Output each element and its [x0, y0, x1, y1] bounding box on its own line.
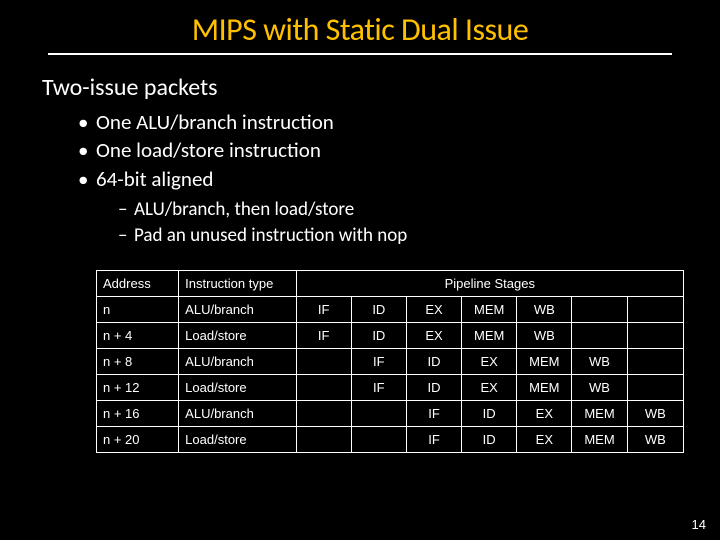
cell-stage: IF	[351, 349, 406, 375]
cell-stage	[351, 427, 406, 453]
cell-address: n + 4	[97, 323, 179, 349]
cell-stage	[296, 401, 351, 427]
cell-stage	[627, 349, 683, 375]
list-item: 64-bit aligned	[78, 165, 720, 193]
list-item: One load/store instruction	[78, 136, 720, 164]
table-row: n + 20Load/store IFIDEXMEMWB	[97, 427, 684, 453]
table-header-row: Address Instruction type Pipeline Stages	[97, 271, 684, 297]
bullet-list-l2: ALU/branch, then load/store Pad an unuse…	[0, 197, 720, 248]
cell-stage: EX	[406, 323, 461, 349]
table-row: n + 16ALU/branch IFIDEXMEMWB	[97, 401, 684, 427]
table-row: n + 12Load/store IFIDEXMEMWB	[97, 375, 684, 401]
cell-stage: WB	[572, 349, 627, 375]
subtitle: Two-issue packets	[0, 73, 720, 102]
cell-stage: EX	[462, 375, 517, 401]
cell-stage: IF	[406, 401, 461, 427]
list-item: ALU/branch, then load/store	[118, 197, 720, 223]
cell-stage: WB	[627, 427, 683, 453]
cell-stage: EX	[517, 427, 572, 453]
cell-stage: WB	[572, 375, 627, 401]
cell-stage: EX	[406, 297, 461, 323]
col-header-stages: Pipeline Stages	[296, 271, 683, 297]
cell-stage	[296, 349, 351, 375]
cell-instr-type: Load/store	[179, 323, 296, 349]
cell-address: n + 8	[97, 349, 179, 375]
pipeline-table-wrap: Address Instruction type Pipeline Stages…	[96, 270, 684, 453]
cell-stage: WB	[627, 401, 683, 427]
table-row: n + 4Load/storeIFIDEXMEMWB	[97, 323, 684, 349]
cell-instr-type: ALU/branch	[179, 297, 296, 323]
slide: MIPS with Static Dual Issue Two-issue pa…	[0, 0, 720, 540]
page-number: 14	[692, 517, 706, 532]
cell-address: n + 20	[97, 427, 179, 453]
cell-stage	[572, 297, 627, 323]
list-item: One ALU/branch instruction	[78, 108, 720, 136]
cell-stage: MEM	[572, 427, 627, 453]
cell-instr-type: Load/store	[179, 375, 296, 401]
table-row: nALU/branchIFIDEXMEMWB	[97, 297, 684, 323]
table-row: n + 8ALU/branch IFIDEXMEMWB	[97, 349, 684, 375]
cell-stage: IF	[296, 297, 351, 323]
cell-stage	[627, 323, 683, 349]
cell-address: n	[97, 297, 179, 323]
cell-stage: IF	[406, 427, 461, 453]
cell-stage	[296, 427, 351, 453]
cell-stage: MEM	[462, 297, 517, 323]
cell-instr-type: Load/store	[179, 427, 296, 453]
cell-instr-type: ALU/branch	[179, 401, 296, 427]
cell-stage: ID	[462, 401, 517, 427]
cell-stage: WB	[517, 297, 572, 323]
cell-address: n + 16	[97, 401, 179, 427]
cell-stage: MEM	[572, 401, 627, 427]
cell-stage: ID	[462, 427, 517, 453]
cell-stage: EX	[462, 349, 517, 375]
cell-stage	[296, 375, 351, 401]
col-header-instr-type: Instruction type	[179, 271, 296, 297]
col-header-address: Address	[97, 271, 179, 297]
cell-stage	[572, 323, 627, 349]
cell-stage: MEM	[517, 349, 572, 375]
cell-stage: ID	[406, 375, 461, 401]
list-item: Pad an unused instruction with nop	[118, 223, 720, 249]
cell-stage: WB	[517, 323, 572, 349]
cell-stage: ID	[351, 323, 406, 349]
cell-stage	[351, 401, 406, 427]
bullet-list-l1: One ALU/branch instruction One load/stor…	[0, 108, 720, 193]
cell-stage: IF	[296, 323, 351, 349]
cell-stage	[627, 297, 683, 323]
cell-stage: MEM	[517, 375, 572, 401]
cell-instr-type: ALU/branch	[179, 349, 296, 375]
pipeline-table: Address Instruction type Pipeline Stages…	[96, 270, 684, 453]
cell-address: n + 12	[97, 375, 179, 401]
cell-stage: IF	[351, 375, 406, 401]
cell-stage: ID	[351, 297, 406, 323]
cell-stage: ID	[406, 349, 461, 375]
cell-stage: EX	[517, 401, 572, 427]
cell-stage: MEM	[462, 323, 517, 349]
cell-stage	[627, 375, 683, 401]
page-title: MIPS with Static Dual Issue	[48, 10, 672, 55]
